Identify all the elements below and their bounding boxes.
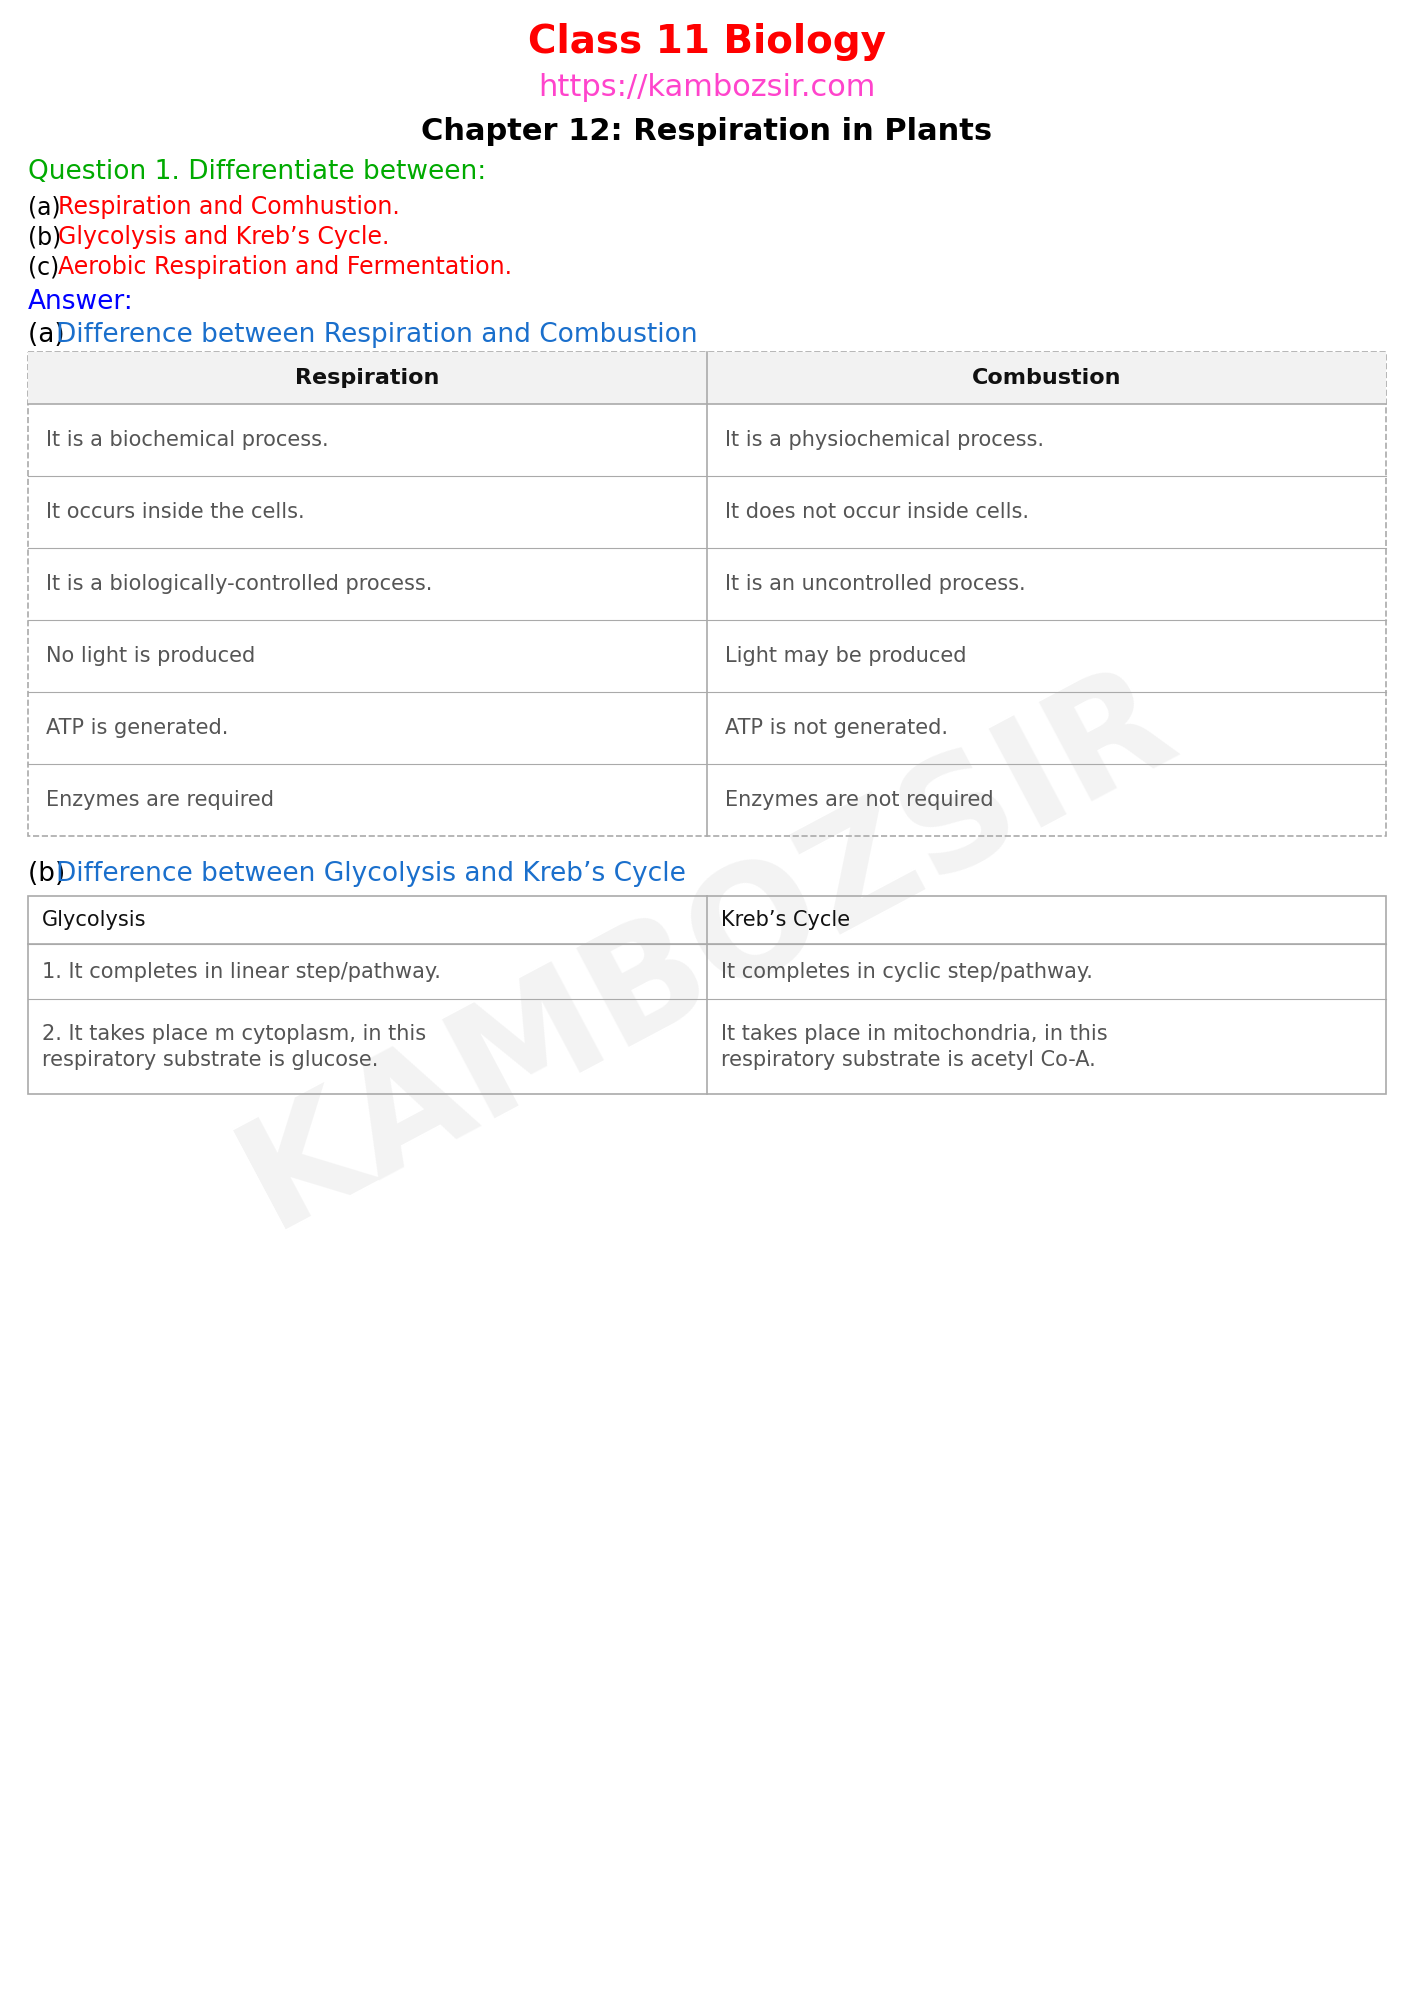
Text: It is an uncontrolled process.: It is an uncontrolled process. (725, 574, 1025, 594)
Text: Combustion: Combustion (971, 368, 1121, 388)
Text: Aerobic Respiration and Fermentation.: Aerobic Respiration and Fermentation. (58, 254, 512, 278)
Text: ATP is not generated.: ATP is not generated. (725, 718, 947, 738)
Text: KAMBOZSIR: KAMBOZSIR (218, 642, 1196, 1258)
Text: respiratory substrate is acetyl Co-A.: respiratory substrate is acetyl Co-A. (721, 1050, 1096, 1070)
Text: (c): (c) (28, 254, 66, 278)
Text: ATP is generated.: ATP is generated. (47, 718, 229, 738)
Text: Enzymes are not required: Enzymes are not required (725, 790, 994, 810)
Text: Class 11 Biology: Class 11 Biology (527, 22, 887, 60)
Text: Chapter 12: Respiration in Plants: Chapter 12: Respiration in Plants (421, 118, 993, 146)
Text: 1. It completes in linear step/pathway.: 1. It completes in linear step/pathway. (42, 962, 441, 982)
Text: It is a physiochemical process.: It is a physiochemical process. (725, 430, 1044, 450)
Text: It does not occur inside cells.: It does not occur inside cells. (725, 502, 1029, 522)
Text: Kreb’s Cycle: Kreb’s Cycle (721, 910, 850, 930)
Text: (b): (b) (28, 224, 69, 248)
Text: Light may be produced: Light may be produced (725, 646, 967, 666)
Text: Respiration and Comhustion.: Respiration and Comhustion. (58, 196, 400, 218)
Text: Answer:: Answer: (28, 288, 134, 314)
Text: It occurs inside the cells.: It occurs inside the cells. (47, 502, 304, 522)
Text: https://kambozsir.com: https://kambozsir.com (539, 74, 875, 102)
Text: It is a biologically-controlled process.: It is a biologically-controlled process. (47, 574, 433, 594)
Text: Difference between Glycolysis and Kreb’s Cycle: Difference between Glycolysis and Kreb’s… (57, 860, 686, 888)
Text: Enzymes are required: Enzymes are required (47, 790, 274, 810)
Bar (28, 352, 1386, 404)
Text: (b): (b) (28, 860, 74, 888)
Text: (a): (a) (28, 322, 74, 348)
Text: Respiration: Respiration (296, 368, 440, 388)
Bar (28, 352, 1386, 836)
Text: It takes place in mitochondria, in this: It takes place in mitochondria, in this (721, 1024, 1107, 1044)
Text: Question 1. Differentiate between:: Question 1. Differentiate between: (28, 160, 486, 186)
Text: Glycolysis: Glycolysis (42, 910, 147, 930)
Bar (28, 896, 1386, 1094)
Text: Difference between Respiration and Combustion: Difference between Respiration and Combu… (57, 322, 697, 348)
Text: It is a biochemical process.: It is a biochemical process. (47, 430, 328, 450)
Text: No light is produced: No light is produced (47, 646, 256, 666)
Text: respiratory substrate is glucose.: respiratory substrate is glucose. (42, 1050, 379, 1070)
Text: 2. It takes place m cytoplasm, in this: 2. It takes place m cytoplasm, in this (42, 1024, 426, 1044)
Text: Glycolysis and Kreb’s Cycle.: Glycolysis and Kreb’s Cycle. (58, 224, 389, 248)
Text: (a): (a) (28, 196, 68, 218)
Text: It completes in cyclic step/pathway.: It completes in cyclic step/pathway. (721, 962, 1093, 982)
